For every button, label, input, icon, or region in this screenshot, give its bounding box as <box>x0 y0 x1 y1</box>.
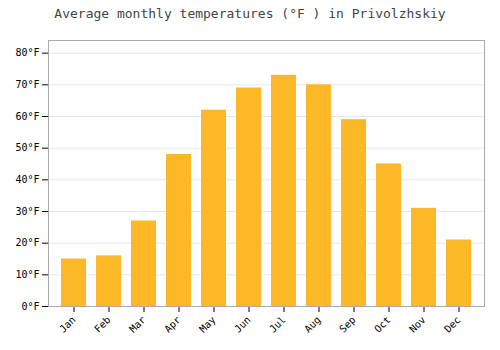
svg-text:Nov: Nov <box>407 314 428 335</box>
svg-text:Sep: Sep <box>337 314 358 335</box>
svg-text:Apr: Apr <box>162 314 183 335</box>
svg-text:May: May <box>197 314 218 335</box>
svg-text:70°F: 70°F <box>15 79 39 90</box>
svg-text:40°F: 40°F <box>15 174 39 185</box>
svg-text:Oct: Oct <box>372 314 393 335</box>
svg-text:Jun: Jun <box>232 314 253 335</box>
svg-text:Mar: Mar <box>127 314 148 335</box>
svg-text:Aug: Aug <box>302 314 323 335</box>
svg-text:Feb: Feb <box>92 314 113 335</box>
svg-text:60°F: 60°F <box>15 111 39 122</box>
svg-text:0°F: 0°F <box>21 301 39 312</box>
svg-text:50°F: 50°F <box>15 142 39 153</box>
html-text:Average monthly temperatures (: Average monthly temperatures (°F ) in Pr… <box>54 6 446 21</box>
svg-text:Jul: Jul <box>267 314 288 335</box>
svg-text:30°F: 30°F <box>15 206 39 217</box>
svg-text:10°F: 10°F <box>15 269 39 280</box>
svg-text:20°F: 20°F <box>15 237 39 248</box>
svg-text:Jan: Jan <box>57 314 78 335</box>
svg-text:80°F: 80°F <box>15 47 39 58</box>
svg-text:Dec: Dec <box>442 314 463 335</box>
